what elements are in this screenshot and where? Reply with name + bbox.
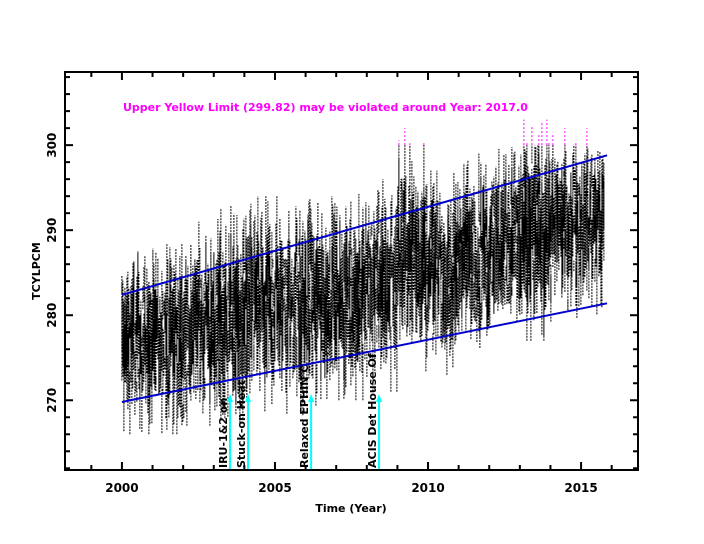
event-marker-arrow [376, 394, 383, 402]
event-label: Stuck-on Heat [235, 380, 248, 468]
limit-violation-points [398, 119, 588, 146]
data-points-cloud [121, 145, 605, 435]
trend-line [121, 302, 608, 403]
event-marker-arrow [226, 394, 233, 402]
trend-line [121, 154, 608, 296]
data-point-streaks [121, 145, 605, 435]
x-axis-label: Time (Year) [315, 502, 386, 515]
trend-lines [121, 154, 608, 403]
x-tick-label: 2015 [564, 481, 597, 495]
y-tick-label: 300 [45, 133, 59, 158]
x-tick-label: 2000 [105, 481, 138, 495]
x-axis-ticks: 2000 2005 2010 2015 [90, 72, 613, 495]
plot-frame [64, 71, 639, 471]
event-label: Relaxed EPHIN C [298, 365, 311, 468]
y-tick-label: 290 [45, 218, 59, 243]
event-marker-arrow [308, 394, 315, 402]
x-tick-label: 2010 [411, 481, 444, 495]
y-axis-label: TCYLPCM [30, 242, 43, 300]
event-markers: IRU-1&2 on Stuck-on Heat Relaxed EPHIN C AC… [217, 353, 383, 470]
x-tick-label: 2005 [258, 481, 291, 495]
event-label: IRU-1&2 on [217, 398, 230, 468]
limit-violation-annotation: Upper Yellow Limit (299.82) may be viola… [123, 101, 528, 114]
y-tick-label: 280 [45, 303, 59, 328]
event-label: ACIS Det House Of [366, 353, 379, 468]
violation-point-streaks [398, 119, 588, 146]
y-axis-ticks: 270 280 290 300 [45, 76, 638, 470]
y-tick-label: 270 [45, 388, 59, 413]
event-marker-arrow [245, 394, 252, 402]
